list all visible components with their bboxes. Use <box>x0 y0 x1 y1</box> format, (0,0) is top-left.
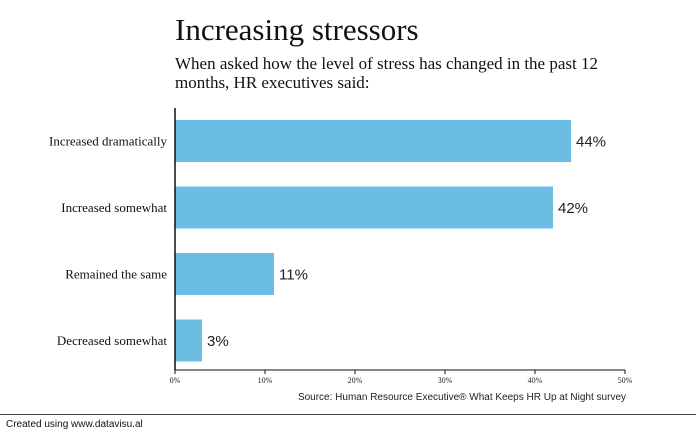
x-tick-label: 50% <box>618 376 633 385</box>
value-label: 11% <box>279 267 308 284</box>
category-label: Increased dramatically <box>49 134 168 149</box>
x-tick-label: 30% <box>438 376 453 385</box>
value-label: 44% <box>576 134 606 151</box>
category-label: Increased somewhat <box>61 200 167 215</box>
chart-source: Source: Human Resource Executive® What K… <box>297 392 626 403</box>
footer-credit-link[interactable]: Created using www.datavisu.al <box>6 419 143 430</box>
x-tick-label: 20% <box>348 376 363 385</box>
bar-decreased-somewhat <box>175 319 202 362</box>
x-tick-label: 10% <box>258 376 273 385</box>
value-label: 3% <box>207 333 229 350</box>
bar-remained-the-same <box>175 253 274 295</box>
chart-title: Increasing stressors <box>175 12 419 47</box>
bar-increased-somewhat <box>175 186 553 229</box>
bar-increased-dramatically <box>175 120 571 162</box>
chart-subtitle: When asked how the level of stress has c… <box>175 54 598 92</box>
value-label: 42% <box>558 200 588 217</box>
axis-layer: 0% 10% 20% 30% 40% 50% <box>170 108 633 385</box>
x-tick-label: 0% <box>170 376 181 385</box>
footer-divider <box>0 414 696 415</box>
category-label: Remained the same <box>65 267 167 282</box>
category-label: Decreased somewhat <box>57 333 167 348</box>
x-tick-label: 40% <box>528 376 543 385</box>
bars-layer: Increased dramatically 44% Increased somew… <box>49 120 606 362</box>
